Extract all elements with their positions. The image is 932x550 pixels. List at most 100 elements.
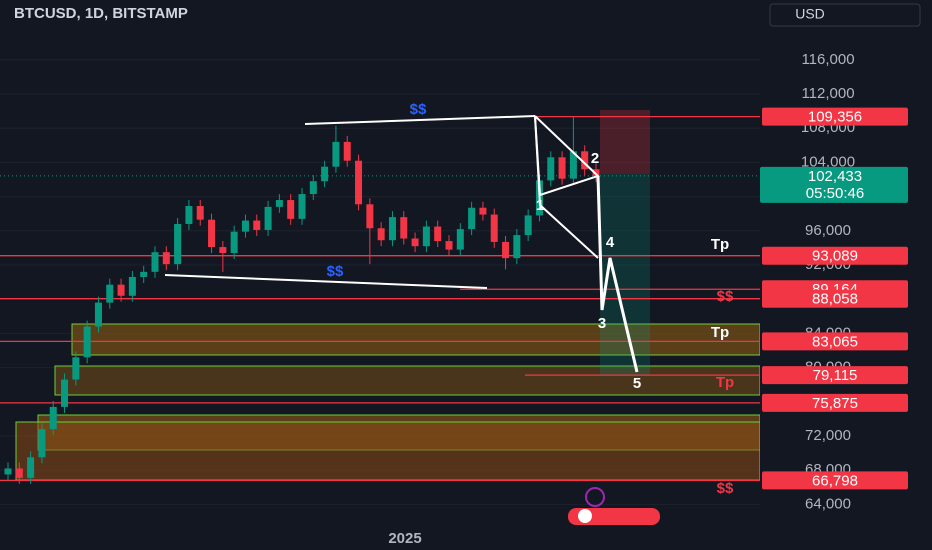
candle-body [592,169,600,176]
level-label: 93,089 [812,248,858,265]
risk-zone [600,110,650,174]
level-labels: 109,35693,08989,16488,05883,06579,11575,… [760,107,908,490]
chart-title: BTCUSD, 1D, BITSTAMP [14,5,188,22]
candle-body [468,207,476,230]
candle-body [321,166,329,182]
zone [54,365,761,396]
level-label: 109,356 [808,109,862,126]
candle-body [151,252,159,272]
wave-label: 5 [633,375,641,392]
candle-body [106,284,114,303]
currency[interactable]: USD [795,6,825,22]
candle-body [569,151,577,179]
y-tick-label: 112,000 [801,85,854,102]
currency-button[interactable] [769,3,921,27]
level-label-box [762,289,908,308]
candle-body [4,468,12,475]
candle-body [196,206,204,220]
y-tick-label: 116,000 [801,51,854,68]
candle-body [174,223,182,265]
candle-body [38,429,46,458]
wave-line [534,115,599,259]
level-label: 75,875 [812,395,858,412]
candle-body [355,160,363,205]
x-tick-label: 2025 [388,530,421,547]
current-price-label: 102,433 [808,168,862,185]
candle-body [117,284,125,296]
y-tick-label: 96,000 [805,222,851,239]
candle-body [219,247,227,254]
trend-line [304,115,536,125]
levels [0,115,760,482]
candle-body [27,457,35,478]
countdown: 05:50:46 [806,185,864,202]
level-label: 83,065 [812,333,858,350]
candle-body [524,215,532,236]
candle-body [241,220,249,232]
candle-body [309,181,317,195]
candle-body [343,141,351,161]
candle-body [61,379,69,407]
candle-body [513,235,521,259]
y-tick-label: 104,000 [801,153,855,170]
price-axis [760,0,932,550]
level-label: 88,058 [812,291,858,308]
candle-body [366,204,374,229]
candle-body [140,271,148,277]
candle-body [558,157,566,179]
candle-body [15,468,23,478]
y-tick-label: 64,000 [805,495,851,512]
annotation: $$ [717,480,734,497]
candle-body [388,217,396,241]
candle-body [253,220,261,230]
pattern-lines [164,115,639,373]
candle-body [445,241,453,250]
wave-label: 2 [591,150,599,167]
wave-label: 1 [536,197,544,214]
candle-body [230,231,238,254]
candle-body [547,157,555,181]
trend-line [164,274,488,289]
level-label: 79,115 [813,367,858,384]
candle-body [400,217,408,239]
annotation: $$ [327,263,344,280]
zone [71,323,761,356]
candle-body [264,206,272,230]
annotation: Tp [711,324,729,341]
level-label-box [762,393,908,412]
candle-body [83,326,91,358]
level-label-box [762,471,908,490]
candle-body [287,200,295,219]
level-label-box [762,246,908,265]
annotation: $$ [410,101,427,118]
candle-body [456,229,464,250]
candle-body [411,238,419,247]
zone [15,421,761,481]
candle-body [479,207,487,215]
level-label-box [762,332,908,351]
candle-body [332,141,340,167]
level-label: 66,798 [812,472,858,489]
candle-body [377,228,385,241]
candles [4,117,600,484]
candle-body [490,214,498,242]
candle-body [275,200,283,207]
level-label-box [762,107,908,126]
candle-body [208,219,216,248]
candle-body [185,206,193,224]
wave-label: 4 [606,234,615,251]
candle-body [422,226,430,247]
wave-label: 3 [598,315,606,332]
candle-body [434,226,442,242]
candle-body [162,252,170,265]
projection [596,175,639,373]
candle-body [298,194,306,219]
candle-body [128,276,136,296]
candle-body [72,357,80,380]
candle-body [94,302,102,327]
candle-body [581,151,589,170]
candle-body [49,406,57,430]
candle-body [502,241,510,259]
y-tick-label: 72,000 [805,427,851,444]
